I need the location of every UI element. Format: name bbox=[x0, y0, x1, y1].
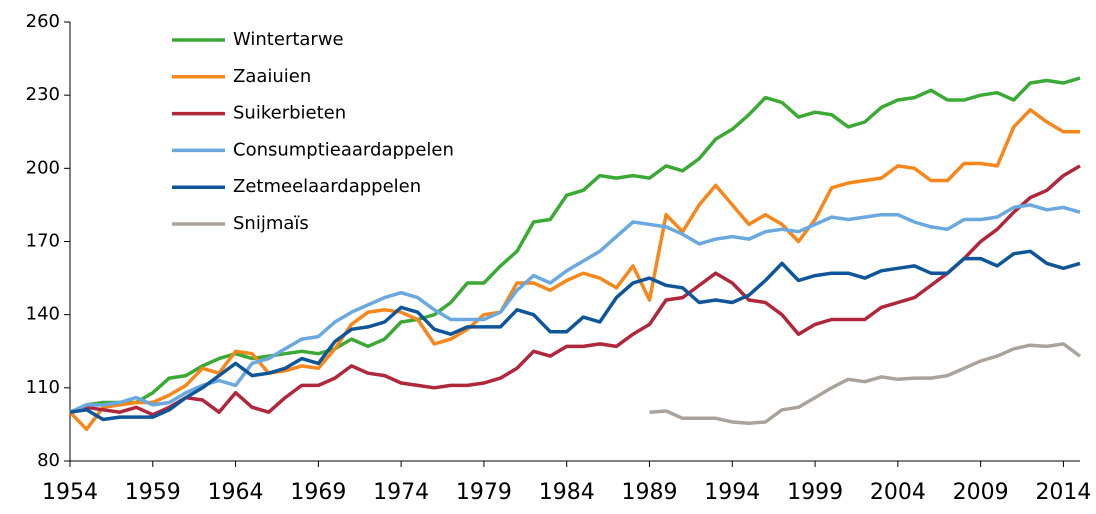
x-tick-label: 2004 bbox=[870, 480, 926, 505]
series-line bbox=[68, 108, 1080, 432]
series-line bbox=[69, 203, 1081, 414]
legend-label: Suikerbieten bbox=[233, 103, 346, 124]
y-tick-label: 140 bbox=[26, 304, 60, 325]
x-tick-label: 1979 bbox=[456, 480, 512, 505]
x-tick-label: 1999 bbox=[787, 480, 843, 505]
legend-label: Zetmeelaardappelen bbox=[233, 176, 421, 197]
series-line bbox=[69, 249, 1081, 422]
y-tick-label: 260 bbox=[26, 11, 60, 32]
y-tick-label: 170 bbox=[26, 231, 60, 252]
x-tick-label: 1984 bbox=[539, 480, 595, 505]
y-tick-label: 80 bbox=[37, 450, 60, 471]
series-line bbox=[649, 342, 1082, 425]
x-tick-label: 1959 bbox=[125, 480, 181, 505]
x-tick-label: 1994 bbox=[704, 480, 760, 505]
x-tick-label: 1954 bbox=[42, 480, 98, 505]
legend-label: Consumptieaardappelen bbox=[233, 139, 454, 160]
series-line bbox=[69, 164, 1081, 417]
x-tick-label: 2014 bbox=[1035, 480, 1091, 505]
x-tick-label: 1964 bbox=[208, 480, 264, 505]
y-tick-label: 110 bbox=[26, 377, 60, 398]
legend-label: Snijmaïs bbox=[233, 213, 309, 234]
series-line bbox=[69, 76, 1081, 414]
y-tick-label: 230 bbox=[26, 84, 60, 105]
legend-label: Wintertarwe bbox=[233, 29, 344, 50]
legend-label: Zaaiuien bbox=[233, 66, 311, 87]
x-tick-label: 1969 bbox=[290, 480, 346, 505]
y-tick-label: 200 bbox=[26, 157, 60, 178]
x-tick-label: 1974 bbox=[373, 480, 429, 505]
x-tick-label: 1989 bbox=[622, 480, 678, 505]
x-tick-label: 2009 bbox=[953, 480, 1009, 505]
